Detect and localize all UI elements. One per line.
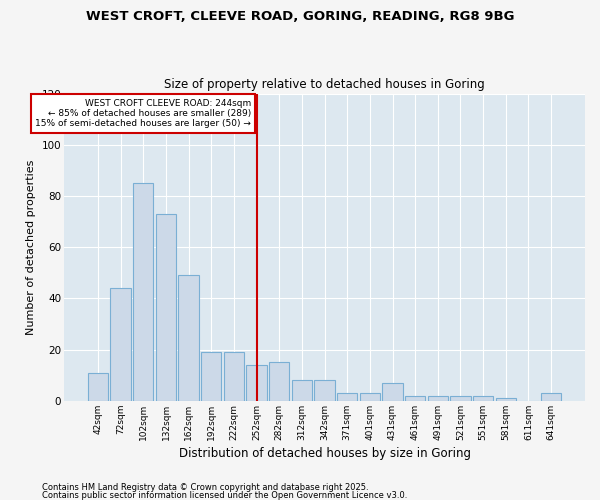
Title: Size of property relative to detached houses in Goring: Size of property relative to detached ho… [164,78,485,91]
Bar [156,214,176,401]
Bar [201,352,221,401]
Text: Contains public sector information licensed under the Open Government Licence v3: Contains public sector information licen… [42,491,407,500]
Bar [292,380,312,401]
Bar [382,383,403,401]
Bar [314,380,335,401]
Bar [473,396,493,401]
Text: Contains HM Land Registry data © Crown copyright and database right 2025.: Contains HM Land Registry data © Crown c… [42,484,368,492]
Bar [359,393,380,401]
Bar [337,393,358,401]
Y-axis label: Number of detached properties: Number of detached properties [26,160,36,335]
Bar [247,365,267,401]
Bar [541,393,562,401]
Bar [224,352,244,401]
Bar [428,396,448,401]
Bar [451,396,470,401]
Bar [88,372,108,401]
Text: WEST CROFT CLEEVE ROAD: 244sqm
← 85% of detached houses are smaller (289)
15% of: WEST CROFT CLEEVE ROAD: 244sqm ← 85% of … [35,98,251,128]
Bar [110,288,131,401]
Text: WEST CROFT, CLEEVE ROAD, GORING, READING, RG8 9BG: WEST CROFT, CLEEVE ROAD, GORING, READING… [86,10,514,23]
Bar [269,362,289,401]
X-axis label: Distribution of detached houses by size in Goring: Distribution of detached houses by size … [179,447,470,460]
Bar [133,183,154,401]
Bar [405,396,425,401]
Bar [496,398,516,401]
Bar [178,276,199,401]
